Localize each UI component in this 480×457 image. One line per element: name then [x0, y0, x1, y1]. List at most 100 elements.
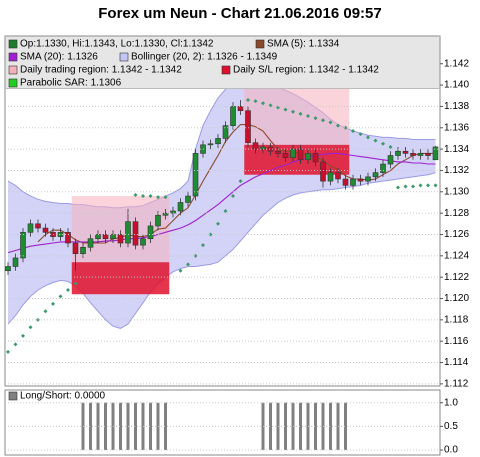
candle-body — [27, 223, 34, 233]
sar-dot — [351, 128, 355, 133]
candle-body — [132, 221, 139, 246]
y-tick-label: 1.134 — [444, 144, 469, 155]
candle-body — [357, 178, 364, 182]
legend-sma20: SMA (20): 1.1326 — [20, 52, 98, 63]
candle-body — [297, 148, 304, 161]
sar-dot — [433, 183, 438, 188]
candle-body — [410, 153, 416, 156]
signal-bar — [164, 402, 167, 450]
sar-dot — [43, 309, 48, 314]
candle-body — [230, 106, 236, 126]
sar-dot — [366, 135, 370, 140]
sar-dot — [201, 243, 205, 248]
candle-body — [110, 234, 116, 240]
signal-bar — [329, 402, 332, 450]
legend-swatch — [8, 39, 18, 49]
sar-dot — [306, 114, 310, 119]
candle-body — [215, 138, 221, 145]
sar-dot — [216, 221, 220, 226]
signal-bar — [134, 402, 137, 450]
sar-dot — [373, 138, 378, 143]
sar-dot — [298, 111, 303, 116]
candle-body — [402, 150, 409, 154]
signal-bar — [149, 402, 152, 450]
candle-body — [327, 172, 334, 182]
candle-body — [177, 202, 184, 212]
sar-dot — [148, 194, 153, 199]
candle-body — [5, 266, 11, 272]
legend-long-short: Long/Short: 0.0000 — [20, 391, 106, 402]
legend-ohlc: Op:1.1330, Hi:1.1343, Lo:1.1330, Cl:1.13… — [20, 39, 214, 50]
candle-body — [245, 110, 251, 144]
sar-dot — [66, 287, 70, 292]
candle-body — [87, 238, 94, 248]
candle-body — [432, 146, 439, 161]
y-tick-label: 1.140 — [444, 80, 469, 91]
sar-dot — [381, 141, 385, 146]
candle-body — [80, 246, 86, 254]
y-tick-label: 1.126 — [444, 229, 469, 240]
sub-panel — [4, 389, 441, 456]
sl-region — [244, 144, 350, 175]
candle-body — [147, 225, 154, 240]
y-tick-label: 1.0 — [444, 397, 458, 408]
y-tick-label: 0.0 — [444, 445, 458, 456]
sar-dot — [223, 209, 228, 213]
sar-dot — [58, 294, 63, 299]
candle-body — [275, 150, 281, 154]
legend-swatch — [8, 78, 18, 88]
legend: Op:1.1330, Hi:1.1343, Lo:1.1330, Cl:1.13… — [5, 36, 440, 402]
sar-dot — [163, 195, 168, 200]
sl-region — [71, 262, 170, 295]
candle-body — [305, 153, 311, 161]
signal-bar — [344, 402, 347, 450]
sar-dot — [246, 98, 250, 103]
candle-body — [417, 153, 424, 156]
y-tick-label: 1.130 — [444, 186, 469, 197]
legend-swatch — [255, 39, 265, 49]
sar-dot — [403, 184, 408, 189]
candle-body — [425, 153, 431, 156]
candle-body — [252, 142, 259, 150]
y-tick-label: 1.136 — [444, 122, 469, 133]
y-tick-label: 1.114 — [444, 357, 469, 368]
candle-body — [237, 106, 244, 111]
candle-body — [372, 172, 379, 178]
candle-body — [72, 242, 79, 254]
legend-swatch — [8, 65, 18, 75]
sar-dot — [283, 107, 288, 112]
y-tick-label: 0.5 — [444, 421, 458, 432]
legend-box — [5, 36, 440, 89]
legend-trading: Daily trading region: 1.1342 - 1.1342 — [20, 65, 182, 76]
candle-body — [395, 150, 401, 156]
signal-bar — [104, 402, 107, 450]
candle-body — [12, 257, 19, 267]
signal-bar — [89, 402, 92, 450]
sar-dot — [426, 183, 430, 188]
y-tick-label: 1.138 — [444, 101, 469, 112]
legend-swatch — [8, 391, 18, 401]
candle-body — [42, 227, 49, 233]
y-tick-label: 1.132 — [444, 165, 469, 176]
sar-dot — [336, 123, 340, 128]
candle-body — [387, 155, 394, 165]
y-tick-label: 1.120 — [444, 293, 469, 304]
sar-dot — [28, 325, 33, 330]
candle-body — [20, 232, 26, 259]
sar-dot — [411, 184, 415, 189]
sar-dot — [261, 101, 265, 106]
sar-dot — [418, 183, 423, 188]
trading-region — [71, 196, 170, 263]
y-tick-label: 1.142 — [444, 58, 469, 69]
sar-dot — [13, 342, 18, 347]
candle-body — [140, 238, 146, 246]
sar-dot — [313, 116, 318, 121]
signal-bar — [119, 402, 122, 450]
sar-dot — [208, 232, 213, 237]
signal-bar — [299, 402, 302, 450]
y-tick-label: 1.128 — [444, 208, 469, 219]
candle-body — [342, 178, 349, 186]
candle-body — [312, 153, 319, 163]
signal-bar — [314, 402, 317, 450]
legend-sl: Daily S/L region: 1.1342 - 1.1342 — [233, 65, 379, 76]
